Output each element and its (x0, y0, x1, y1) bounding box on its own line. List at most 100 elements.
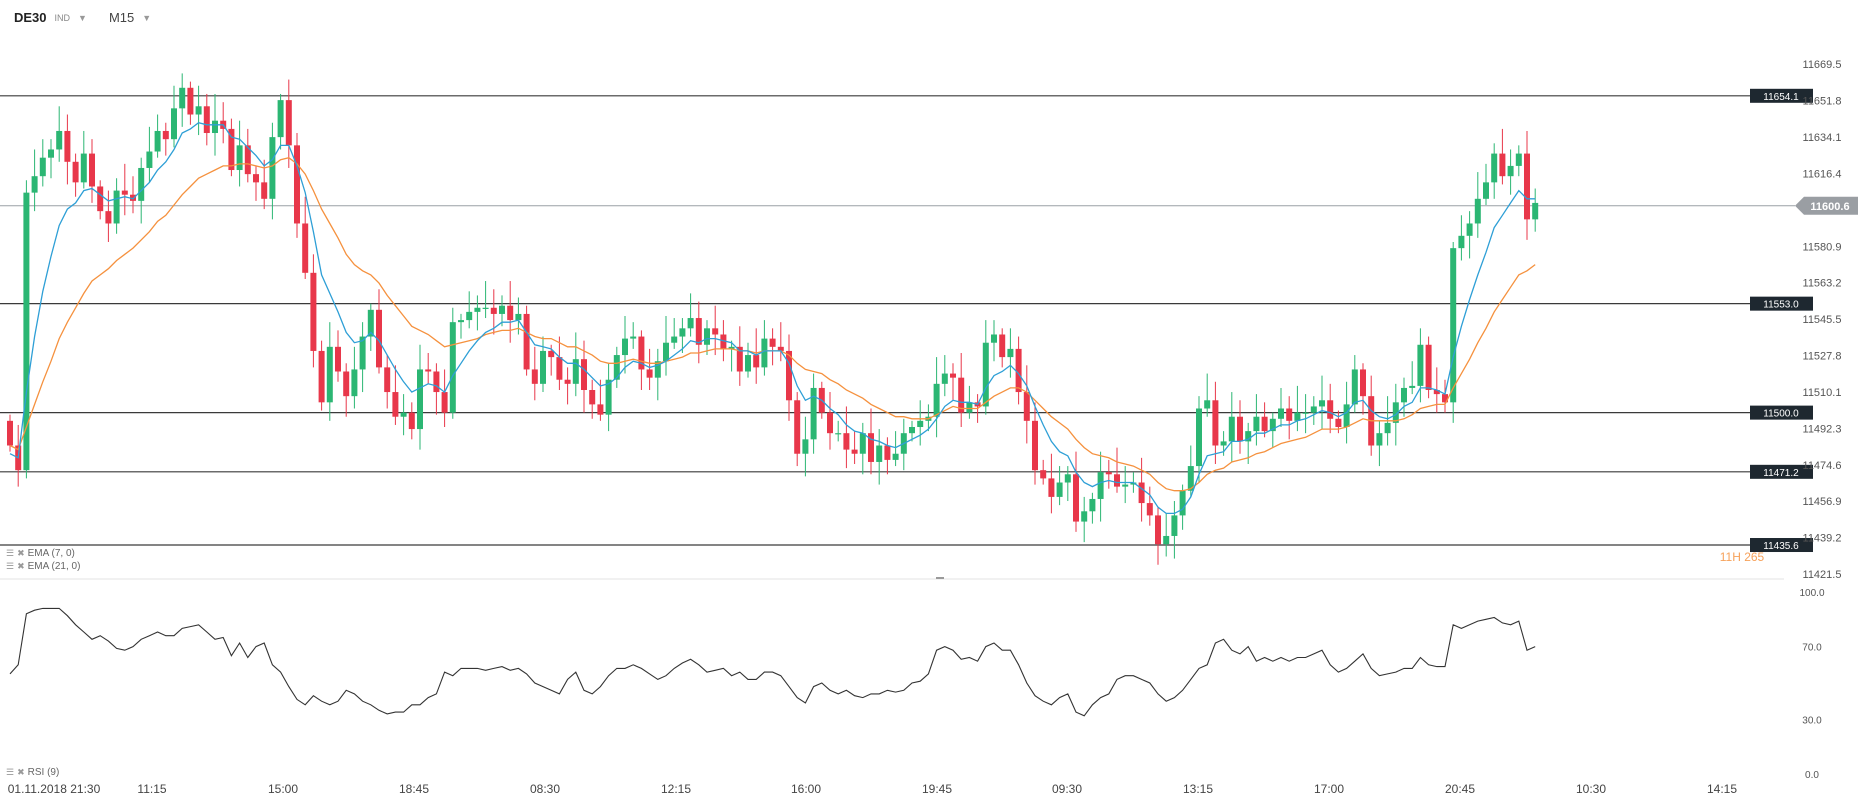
candle-body (892, 453, 899, 460)
candle-body (466, 311, 473, 321)
candle-body (23, 192, 30, 471)
candle-body (531, 369, 538, 384)
candle-body (564, 379, 571, 384)
ema-slow-legend[interactable]: ☰ ✖ EMA (21, 0) (6, 561, 80, 572)
candle-body (1048, 478, 1055, 497)
ema-fast-label: EMA (7, 0) (27, 548, 75, 559)
close-icon[interactable]: ✖ (17, 561, 24, 571)
candle-body (1278, 408, 1284, 419)
candle-body (720, 334, 727, 349)
candle-body (982, 342, 989, 407)
close-icon[interactable]: ✖ (17, 548, 24, 558)
candle-body (1187, 466, 1194, 491)
x-tick-label: 11:15 (137, 782, 166, 796)
settings-icon[interactable]: ☰ (6, 767, 14, 777)
ema-fast-legend[interactable]: ☰ ✖ EMA (7, 0) (6, 548, 75, 559)
candle-body (7, 420, 13, 446)
settings-icon[interactable]: ☰ (6, 548, 14, 558)
candle-body (802, 439, 809, 454)
overlapped-axis-label: 11H 265 (1720, 550, 1765, 564)
candle-body (1007, 348, 1014, 358)
level-tag (1750, 405, 1813, 420)
candle-body (1507, 165, 1514, 177)
rsi-tick-label: 100.0 (1799, 588, 1824, 599)
candle-body (1114, 474, 1120, 487)
timeframe-chevron-down-icon[interactable]: ▼ (142, 12, 152, 23)
candle-body (843, 433, 850, 450)
candle-body (97, 186, 104, 212)
candle-body (1409, 385, 1416, 388)
candle-body (1097, 472, 1104, 499)
candle-body (384, 367, 391, 393)
candle-body (310, 272, 317, 351)
candle-body (1515, 153, 1522, 166)
candle-body (950, 373, 956, 378)
rsi-legend[interactable]: ☰ ✖ RSI (9) (6, 767, 59, 778)
candle-body (753, 355, 760, 368)
candle-body (1228, 416, 1235, 442)
candle-body (827, 412, 833, 434)
y-tick-label: 11634.1 (1803, 132, 1842, 144)
candle-body (113, 190, 120, 224)
chevron-down-icon[interactable]: ▼ (78, 12, 87, 23)
candle-body (876, 445, 883, 462)
candle-body (1417, 344, 1424, 386)
rsi-tick-label: 0.0 (1805, 770, 1819, 781)
candle-body (425, 369, 432, 372)
x-tick-label: 13:15 (1183, 782, 1213, 796)
candle-body (187, 87, 194, 115)
price-axis: 11669.5 11651.8 11634.1 11616.4 11580.9 11563… (1720, 59, 1858, 581)
candle-body (704, 328, 710, 345)
candle-body (556, 357, 563, 380)
candle-body (1261, 416, 1268, 432)
candle-body (318, 350, 325, 403)
level-tag (1750, 538, 1813, 553)
candle-body (285, 100, 292, 146)
y-tick-label: 11651.8 (1803, 96, 1842, 108)
y-tick-label: 11669.5 (1803, 59, 1842, 71)
y-tick-label: 11527.8 (1803, 350, 1842, 362)
settings-icon[interactable]: ☰ (6, 561, 14, 571)
candle-body (966, 402, 973, 413)
symbol-selector[interactable]: DE30 (14, 10, 47, 25)
candle-body (999, 334, 1006, 358)
y-tick-label: 11492.3 (1803, 423, 1842, 435)
candle-body (31, 176, 38, 193)
close-icon[interactable]: ✖ (17, 767, 24, 777)
candle-body (228, 128, 235, 171)
timeframe-selector[interactable]: M15 (108, 10, 135, 25)
y-tick-label: 11439.2 (1803, 533, 1842, 545)
candle-body (1450, 248, 1457, 403)
level-tag-label: 11500.0 (1763, 409, 1799, 420)
candle-body (868, 433, 874, 462)
current-price-tag (1795, 196, 1858, 215)
x-tick-label: 09:30 (1052, 782, 1082, 796)
candle-body (1532, 202, 1539, 220)
candle-body (1204, 400, 1211, 409)
candle-body (859, 433, 866, 454)
candle-body (687, 318, 694, 329)
candle-body (1089, 498, 1096, 512)
candle-body (458, 320, 464, 323)
candle-body (1327, 400, 1334, 419)
level-tag-label: 11553.0 (1763, 300, 1799, 311)
candle-body (408, 412, 415, 430)
candle-body (1343, 404, 1350, 428)
candle-body (1138, 482, 1145, 504)
candle-body (1491, 153, 1498, 183)
candle-body (417, 369, 423, 430)
current-price-label: 11600.6 (1810, 201, 1849, 213)
level-tag-label: 11471.2 (1763, 468, 1799, 479)
y-tick-label: 11580.9 (1803, 241, 1842, 253)
candle-body (523, 313, 530, 370)
candle-body (1499, 153, 1506, 177)
rsi-line (9, 607, 1536, 717)
candle-body (326, 346, 333, 403)
candle-body (441, 392, 448, 413)
candle-body (335, 346, 341, 372)
candle-body (679, 328, 686, 337)
candle-body (367, 309, 374, 337)
candle-body (474, 307, 481, 312)
level-tag (1750, 88, 1813, 103)
